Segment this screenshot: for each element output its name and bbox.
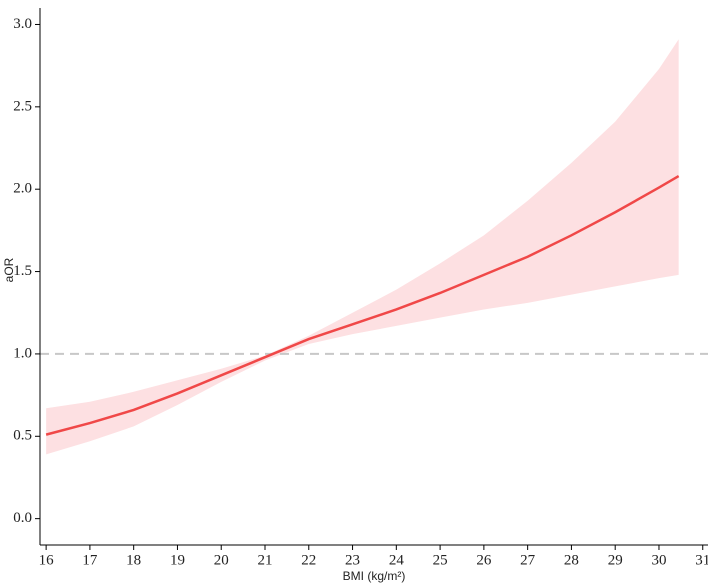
x-tick-label: 29: [608, 552, 623, 568]
y-tick-label: 1.0: [13, 345, 32, 361]
x-tick-label: 23: [345, 552, 360, 568]
confidence-band: [46, 39, 679, 455]
x-tick-label: 31: [695, 552, 708, 568]
x-tick-label: 16: [39, 552, 55, 568]
x-tick-label: 30: [651, 552, 666, 568]
x-tick-label: 20: [214, 552, 229, 568]
x-tick-label: 28: [564, 552, 579, 568]
x-tick-label: 27: [520, 552, 536, 568]
y-tick-label: 2.5: [13, 98, 32, 114]
x-tick-label: 24: [389, 552, 405, 568]
y-tick-label: 3.0: [13, 16, 32, 32]
y-tick-label: 0.5: [13, 428, 32, 444]
x-tick-label: 17: [82, 552, 98, 568]
y-axis-title: aOR: [2, 257, 16, 282]
y-tick-label: 1.5: [13, 263, 32, 279]
x-tick-label: 21: [258, 552, 273, 568]
y-tick-label: 0.0: [13, 510, 32, 526]
x-tick-label: 26: [476, 552, 492, 568]
x-tick-label: 19: [170, 552, 185, 568]
x-tick-label: 22: [301, 552, 316, 568]
line: [45, 174, 680, 436]
x-tick-label: 25: [433, 552, 448, 568]
x-axis-title: BMI (kg/m²): [343, 569, 406, 583]
x-tick-label: 18: [126, 552, 141, 568]
y-tick-label: 2.0: [13, 181, 32, 197]
